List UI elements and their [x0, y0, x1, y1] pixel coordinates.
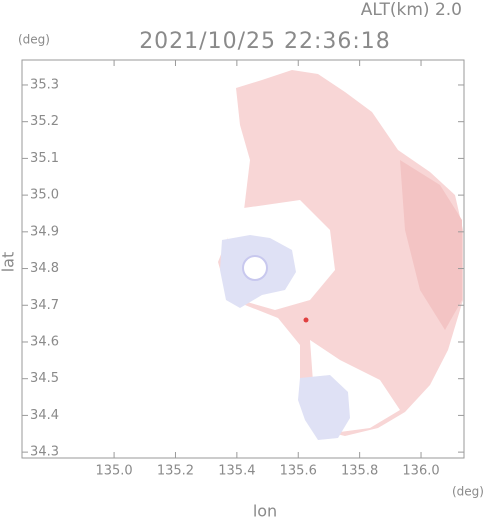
echo-negative — [298, 375, 350, 440]
y-tick-label: 35.0 — [30, 188, 59, 203]
y-tick-label: 35.3 — [30, 77, 59, 92]
radar-site — [242, 255, 268, 281]
y-unit: (deg) — [18, 33, 50, 47]
echo-strong — [400, 160, 462, 330]
x-tick-label: 135.6 — [280, 464, 317, 479]
y-axis-label: lat — [0, 252, 18, 273]
radar-field — [218, 70, 463, 440]
subtitle: ALT(km) 2.0 — [361, 0, 462, 20]
y-tick-label: 34.7 — [30, 298, 59, 313]
chart-title: 2021/10/25 22:36:18 — [139, 29, 391, 54]
y-tick-label: 34.8 — [30, 261, 59, 276]
x-tick-label: 135.8 — [341, 464, 378, 479]
x-tick-label: 135.2 — [157, 464, 194, 479]
y-tick-label: 34.9 — [30, 224, 59, 239]
plot-frame — [21, 59, 465, 459]
y-tick-label: 35.2 — [30, 114, 59, 129]
x-tick-label: 135.0 — [95, 464, 132, 479]
x-axis-label: lon — [253, 502, 277, 521]
y-tick-label: 34.4 — [30, 408, 59, 423]
echo-peak — [303, 317, 309, 323]
x-tick-label: 136.0 — [402, 464, 439, 479]
y-tick-label: 34.3 — [30, 445, 59, 460]
x-unit: (deg) — [452, 485, 484, 499]
x-tick-label: 135.4 — [218, 464, 255, 479]
y-tick-label: 35.1 — [30, 151, 59, 166]
y-tick-label: 34.5 — [30, 371, 59, 386]
y-tick-label: 34.6 — [30, 334, 59, 349]
